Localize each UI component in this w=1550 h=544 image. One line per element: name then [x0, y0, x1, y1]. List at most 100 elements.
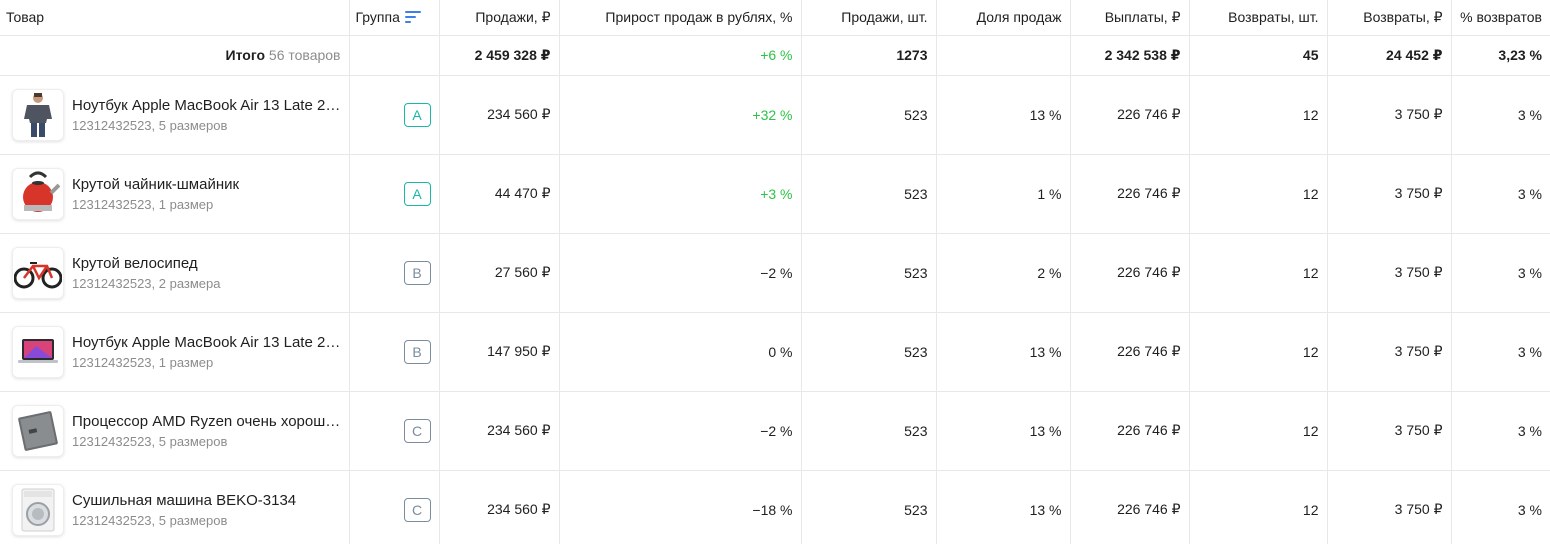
column-header-product[interactable]: Товар — [0, 0, 350, 36]
sales-rub-cell: 234 560 ₽ — [439, 75, 560, 155]
product-sub: 12312432523, 1 размер — [72, 354, 214, 370]
returns-qty-cell: 12 — [1189, 154, 1328, 234]
total-sales-rub: 2 459 328 ₽ — [439, 35, 560, 76]
growth-cell: −18 % — [559, 470, 802, 544]
returns-qty-cell: 12 — [1189, 470, 1328, 544]
total-growth: +6 % — [559, 35, 802, 76]
share-cell: 1 % — [936, 154, 1071, 234]
column-header-sales-qty[interactable]: Продажи, шт. — [801, 0, 937, 36]
group-badge: A — [403, 181, 431, 206]
total-returns-pct: 3,23 % — [1451, 35, 1550, 76]
product-cell[interactable]: Ноутбук Apple MacBook Air 13 Late 2020 1… — [0, 312, 350, 392]
returns-qty-cell: 12 — [1189, 233, 1328, 313]
returns-rub-cell: 3 750 ₽ — [1327, 75, 1452, 155]
column-header-growth[interactable]: Прирост продаж в рублях, % — [559, 0, 802, 36]
group-cell: B — [349, 233, 440, 313]
sales-qty-cell: 523 — [801, 75, 937, 155]
total-label-cell: Итого 56 товаров — [0, 35, 350, 76]
product-name[interactable]: Ноутбук Apple MacBook Air 13 Late 2020 — [72, 333, 341, 351]
total-sales-qty: 1273 — [801, 35, 937, 76]
column-header-group[interactable]: Группа — [349, 0, 440, 36]
returns-pct-cell: 3 % — [1451, 75, 1550, 155]
product-cell[interactable]: Сушильная машина BEKO-3134 12312432523, … — [0, 470, 350, 544]
product-name[interactable]: Сушильная машина BEKO-3134 — [72, 491, 297, 509]
sales-rub-cell: 234 560 ₽ — [439, 391, 560, 471]
returns-rub-cell: 3 750 ₽ — [1327, 154, 1452, 234]
total-row: Итого 56 товаров 2 459 328 ₽ +6 % 1273 2… — [0, 35, 1550, 76]
sort-icon[interactable] — [404, 11, 421, 24]
table-row[interactable]: Крутой велосипед 12312432523, 2 размера … — [0, 233, 1550, 313]
total-payouts: 2 342 538 ₽ — [1070, 35, 1190, 76]
returns-qty-cell: 12 — [1189, 391, 1328, 471]
product-cell[interactable]: Процессор AMD Ryzen очень хороший 123124… — [0, 391, 350, 471]
growth-cell: +3 % — [559, 154, 802, 234]
processor-image — [12, 404, 64, 457]
payouts-cell: 226 746 ₽ — [1070, 75, 1190, 155]
total-group — [349, 35, 440, 76]
returns-rub-cell: 3 750 ₽ — [1327, 233, 1452, 313]
group-cell: B — [349, 312, 440, 392]
column-header-payouts[interactable]: Выплаты, ₽ — [1070, 0, 1190, 36]
column-header-sales-rub[interactable]: Продажи, ₽ — [439, 0, 560, 36]
returns-pct-cell: 3 % — [1451, 154, 1550, 234]
growth-cell: 0 % — [559, 312, 802, 392]
sales-qty-cell: 523 — [801, 154, 937, 234]
dryer-image — [12, 483, 64, 536]
total-returns-rub: 24 452 ₽ — [1327, 35, 1452, 76]
column-header-returns-pct[interactable]: % возвратов — [1451, 0, 1550, 36]
sales-qty-cell: 523 — [801, 391, 937, 471]
returns-pct-cell: 3 % — [1451, 312, 1550, 392]
product-sub: 12312432523, 5 размеров — [72, 433, 228, 449]
table-header: Товар Группа Продажи, ₽ Прирост продаж в… — [0, 0, 1550, 36]
table-row[interactable]: Сушильная машина BEKO-3134 12312432523, … — [0, 470, 1550, 544]
returns-qty-cell: 12 — [1189, 312, 1328, 392]
table-row[interactable]: Ноутбук Apple MacBook Air 13 Late 2020 1… — [0, 312, 1550, 392]
returns-pct-cell: 3 % — [1451, 470, 1550, 544]
product-sub: 12312432523, 5 размеров — [72, 117, 228, 133]
group-cell: A — [349, 154, 440, 234]
group-cell: C — [349, 470, 440, 544]
group-badge: B — [403, 339, 431, 364]
share-cell: 13 % — [936, 470, 1071, 544]
product-name[interactable]: Ноутбук Apple MacBook Air 13 Late 2020 — [72, 96, 341, 114]
group-cell: C — [349, 391, 440, 471]
share-cell: 13 % — [936, 75, 1071, 155]
sales-rub-cell: 234 560 ₽ — [439, 470, 560, 544]
sales-rub-cell: 147 950 ₽ — [439, 312, 560, 392]
laptop-image — [12, 325, 64, 378]
column-header-returns-qty[interactable]: Возвраты, шт. — [1189, 0, 1328, 36]
bicycle-image — [12, 246, 64, 299]
payouts-cell: 226 746 ₽ — [1070, 391, 1190, 471]
sales-rub-cell: 44 470 ₽ — [439, 154, 560, 234]
total-returns-qty: 45 — [1189, 35, 1328, 76]
product-cell[interactable]: Ноутбук Apple MacBook Air 13 Late 2020 1… — [0, 75, 350, 155]
product-sub: 12312432523, 1 размер — [72, 196, 214, 212]
table-row[interactable]: Ноутбук Apple MacBook Air 13 Late 2020 1… — [0, 75, 1550, 155]
group-badge: B — [403, 260, 431, 285]
table-row[interactable]: Крутой чайник-шмайник 12312432523, 1 раз… — [0, 154, 1550, 234]
product-name[interactable]: Крутой чайник-шмайник — [72, 175, 240, 193]
returns-rub-cell: 3 750 ₽ — [1327, 470, 1452, 544]
product-sub: 12312432523, 2 размера — [72, 275, 221, 291]
product-cell[interactable]: Крутой велосипед 12312432523, 2 размера — [0, 233, 350, 313]
sales-qty-cell: 523 — [801, 470, 937, 544]
table-row[interactable]: Процессор AMD Ryzen очень хороший 123124… — [0, 391, 1550, 471]
growth-cell: +32 % — [559, 75, 802, 155]
payouts-cell: 226 746 ₽ — [1070, 233, 1190, 313]
product-cell[interactable]: Крутой чайник-шмайник 12312432523, 1 раз… — [0, 154, 350, 234]
product-name[interactable]: Процессор AMD Ryzen очень хороший — [72, 412, 341, 430]
total-share — [936, 35, 1071, 76]
total-label: Итого — [225, 47, 266, 63]
returns-rub-cell: 3 750 ₽ — [1327, 391, 1452, 471]
column-header-returns-rub[interactable]: Возвраты, ₽ — [1327, 0, 1452, 36]
returns-qty-cell: 12 — [1189, 75, 1328, 155]
payouts-cell: 226 746 ₽ — [1070, 154, 1190, 234]
product-name[interactable]: Крутой велосипед — [72, 254, 198, 272]
share-cell: 13 % — [936, 312, 1071, 392]
column-header-share[interactable]: Доля продаж — [936, 0, 1071, 36]
growth-cell: −2 % — [559, 391, 802, 471]
group-badge: A — [403, 102, 431, 127]
column-header-group-label: Группа — [355, 9, 400, 26]
sales-qty-cell: 523 — [801, 312, 937, 392]
